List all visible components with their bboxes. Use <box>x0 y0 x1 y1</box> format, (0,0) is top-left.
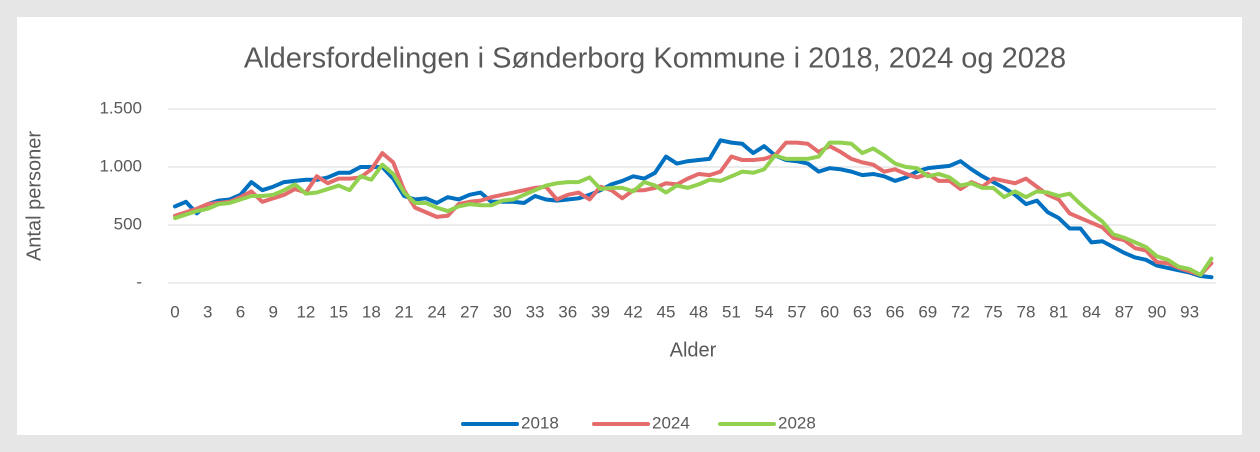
series-line <box>173 140 1214 277</box>
x-tick-label: 0 <box>170 302 179 321</box>
y-tick-label: 1.000 <box>99 156 142 175</box>
x-tick-label: 51 <box>722 302 741 321</box>
x-tick-label: 15 <box>329 302 348 321</box>
x-tick-label: 84 <box>1082 302 1101 321</box>
x-axis-label: Alder <box>670 339 717 361</box>
y-tick-label: - <box>136 272 142 291</box>
x-tick-label: 18 <box>362 302 381 321</box>
x-tick-label: 54 <box>755 302 774 321</box>
x-tick-label: 9 <box>268 302 277 321</box>
legend-label: 2028 <box>778 413 816 432</box>
chart-panel <box>17 17 1242 435</box>
legend-label: 2018 <box>521 413 559 432</box>
x-tick-label: 3 <box>203 302 212 321</box>
x-tick-label: 30 <box>493 302 512 321</box>
y-tick-label: 1.500 <box>99 98 142 117</box>
legend-label: 2024 <box>652 413 690 432</box>
x-tick-label: 39 <box>591 302 610 321</box>
x-tick-label: 81 <box>1049 302 1068 321</box>
chart-title: Aldersfordelingen i Sønderborg Kommune i… <box>244 43 1066 75</box>
y-tick-label: 500 <box>114 214 142 233</box>
x-tick-label: 72 <box>951 302 970 321</box>
x-tick-label: 87 <box>1115 302 1134 321</box>
series-line <box>173 138 1214 280</box>
x-tick-label: 93 <box>1180 302 1199 321</box>
x-tick-label: 60 <box>820 302 839 321</box>
x-tick-label: 24 <box>427 302 446 321</box>
x-tick-label: 6 <box>236 302 245 321</box>
x-tick-label: 48 <box>689 302 708 321</box>
x-tick-label: 21 <box>395 302 414 321</box>
x-tick-label: 90 <box>1147 302 1166 321</box>
y-axis-label: Antal personer <box>23 131 45 261</box>
x-tick-label: 33 <box>526 302 545 321</box>
x-tick-label: 36 <box>558 302 577 321</box>
x-tick-label: 27 <box>460 302 479 321</box>
x-tick-label: 78 <box>1017 302 1036 321</box>
series-line <box>173 140 1214 277</box>
x-tick-label: 45 <box>656 302 675 321</box>
x-tick-label: 69 <box>918 302 937 321</box>
x-tick-label: 75 <box>984 302 1003 321</box>
x-tick-label: 57 <box>787 302 806 321</box>
x-tick-label: 12 <box>296 302 315 321</box>
x-tick-label: 66 <box>886 302 905 321</box>
x-tick-label: 42 <box>624 302 643 321</box>
x-tick-label: 63 <box>853 302 872 321</box>
